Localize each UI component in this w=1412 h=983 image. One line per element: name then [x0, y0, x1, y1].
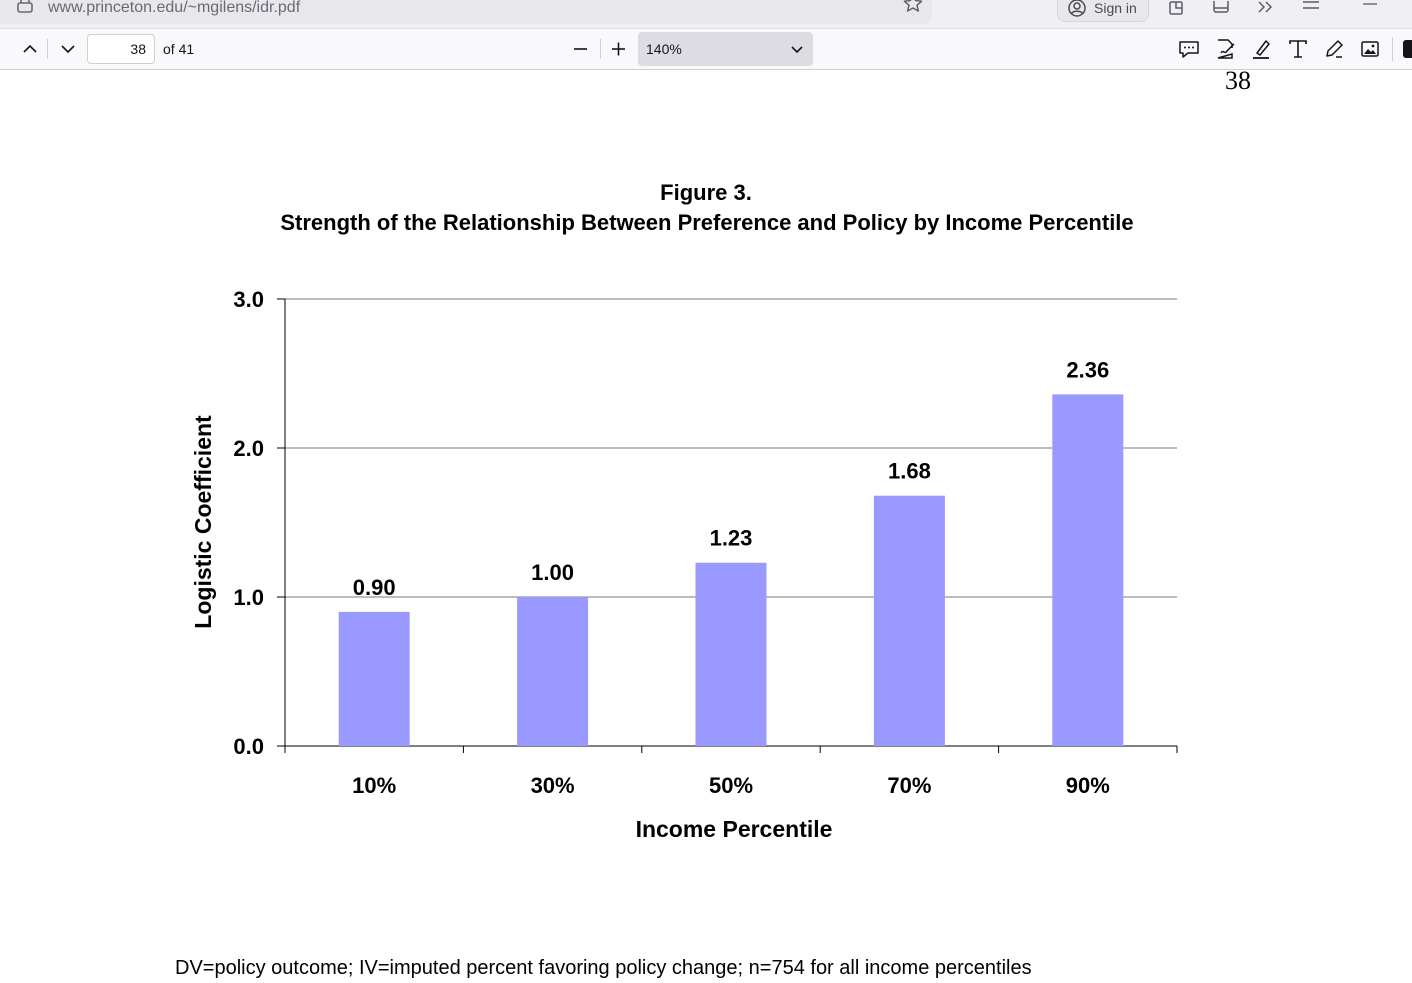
overflow-chevron-icon[interactable] [1256, 0, 1276, 16]
highlight-button[interactable] [1247, 35, 1275, 63]
zoom-out-button[interactable] [566, 35, 594, 63]
toolbar-divider [600, 39, 601, 59]
image-button[interactable] [1356, 35, 1384, 63]
previous-page-button[interactable] [16, 35, 44, 63]
bookmark-star-icon[interactable] [903, 0, 923, 12]
comment-button[interactable] [1175, 35, 1203, 63]
toolbar-divider [1392, 37, 1393, 61]
chevron-down-icon [791, 46, 803, 54]
browser-toolbar: www.princeton.edu/~mgilens/idr.pdf Sign … [0, 0, 1412, 29]
bar [695, 562, 767, 746]
save-to-pocket-icon[interactable] [1211, 0, 1231, 16]
bar [1052, 394, 1124, 746]
y-tick-label: 3.0 [233, 287, 264, 312]
sign-in-label: Sign in [1094, 0, 1137, 16]
figure-title: Strength of the Relationship Between Pre… [280, 210, 1134, 235]
image-icon [1361, 41, 1379, 57]
bar [517, 597, 589, 746]
x-tick-label: 30% [531, 773, 575, 798]
next-page-button[interactable] [54, 35, 82, 63]
zoom-select[interactable]: 140% [638, 32, 813, 66]
data-label: 1.00 [531, 560, 574, 585]
page-number: 38 [1225, 66, 1251, 95]
overflow-tools-icon[interactable] [1403, 40, 1412, 58]
menu-icon[interactable] [1301, 0, 1321, 16]
bar [338, 611, 410, 746]
zoom-value: 140% [646, 41, 682, 57]
y-tick-label: 1.0 [233, 585, 264, 610]
pdf-toolbar: of 41 140% [0, 29, 1412, 70]
plus-icon [612, 42, 625, 56]
toolbar-divider [47, 39, 48, 59]
minus-icon [574, 48, 587, 50]
page-count-label: of 41 [163, 41, 195, 57]
signature-icon [1217, 39, 1235, 59]
chevron-up-icon [23, 44, 37, 53]
y-tick-label: 0.0 [233, 734, 264, 759]
text-icon [1289, 40, 1307, 58]
y-tick-label: 2.0 [233, 436, 264, 461]
data-label: 0.90 [353, 575, 396, 600]
x-axis-label: Income Percentile [636, 816, 833, 842]
data-label: 1.23 [710, 526, 753, 551]
draw-button[interactable] [1320, 35, 1348, 63]
figure-caption: DV=policy outcome; IV=imputed percent fa… [175, 957, 1032, 979]
y-axis-label: Logistic Coefficient [190, 415, 216, 629]
minimize-icon[interactable] [1360, 0, 1380, 16]
x-tick-label: 70% [887, 773, 931, 798]
text-button[interactable] [1284, 35, 1312, 63]
chevron-down-icon [61, 45, 75, 54]
signature-button[interactable] [1211, 35, 1239, 63]
highlighter-icon [1253, 40, 1270, 59]
data-label: 2.36 [1066, 357, 1109, 382]
pen-icon [1326, 40, 1343, 58]
x-tick-label: 50% [709, 773, 753, 798]
address-bar[interactable]: www.princeton.edu/~mgilens/idr.pdf [0, 0, 932, 24]
account-icon [1068, 0, 1086, 17]
figure-label: Figure 3. [660, 180, 752, 205]
page-number-input[interactable] [87, 34, 155, 64]
sign-in-button[interactable]: Sign in [1057, 0, 1149, 22]
extensions-icon[interactable] [1167, 0, 1187, 16]
data-label: 1.68 [888, 459, 931, 484]
lock-icon [17, 0, 33, 13]
url-text[interactable]: www.princeton.edu/~mgilens/idr.pdf [48, 0, 301, 16]
x-tick-label: 90% [1066, 773, 1110, 798]
zoom-in-button[interactable] [604, 35, 632, 63]
x-tick-label: 10% [352, 773, 396, 798]
bar [873, 495, 945, 746]
comment-icon [1179, 41, 1199, 58]
